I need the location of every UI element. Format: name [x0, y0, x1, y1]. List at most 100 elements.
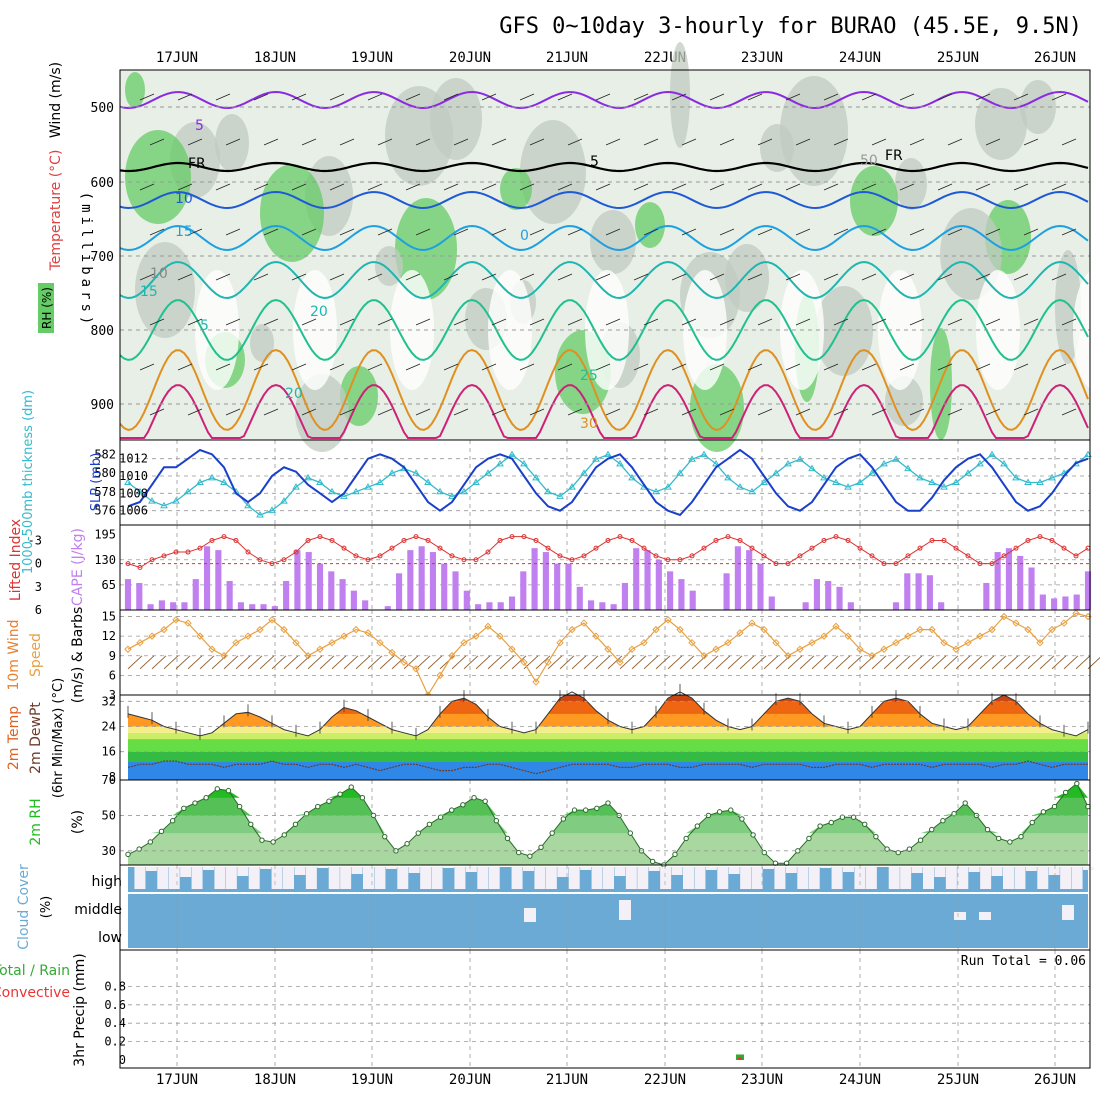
- wind-speed-point: [376, 638, 384, 647]
- cape-bar: [531, 548, 538, 610]
- rh-point: [292, 821, 299, 827]
- cape-bar: [813, 579, 821, 610]
- lifted-index-point: [929, 537, 935, 543]
- rh-point: [560, 816, 567, 822]
- wind-speed-point: [964, 638, 972, 647]
- wind-barb: [415, 228, 431, 236]
- rh-point: [761, 849, 767, 856]
- contour-label: 10: [150, 266, 168, 282]
- wind-barb: [405, 183, 421, 191]
- wind-10m-barb: [643, 655, 659, 670]
- rh-shade: [215, 114, 249, 172]
- cloud-high-gap: [865, 867, 877, 889]
- wind-barb: [785, 183, 801, 191]
- wind-10m-barb: [571, 655, 587, 670]
- cloud-high-gap: [431, 867, 443, 889]
- wind-10m-barb: [199, 655, 215, 670]
- wind-barb: [453, 408, 469, 416]
- wind-barb: [595, 273, 611, 281]
- thickness-point: [196, 478, 204, 485]
- wind-barb: [861, 93, 877, 101]
- wind-10m-barb: [319, 655, 335, 670]
- lifted-index-point: [593, 545, 599, 551]
- wind-barb: [215, 273, 231, 281]
- date-label-bottom: 24JUN: [839, 1072, 881, 1088]
- date-label-top: 19JUN: [351, 50, 393, 66]
- ylabel-2m-rh: 2m RH: [28, 798, 44, 845]
- thickness-point: [556, 492, 564, 499]
- cloud-high-gap: [545, 867, 557, 889]
- wind-speed-point: [748, 619, 756, 627]
- wind-barb: [415, 408, 431, 416]
- wind-barb: [177, 363, 193, 371]
- wind-barb: [263, 318, 279, 326]
- lifted-index-point: [233, 537, 239, 543]
- rh-point: [181, 805, 187, 812]
- wind-barb: [339, 408, 355, 416]
- wind-speed-point: [856, 645, 864, 653]
- cape-bar: [475, 604, 482, 610]
- wind-speed-point: [868, 652, 876, 660]
- temp-color-band: [128, 732, 1088, 740]
- slp-tick: 1012: [119, 452, 148, 466]
- wind-speed-point: [808, 638, 816, 647]
- lifted-index-point: [629, 537, 635, 543]
- cloud-high-gap: [1071, 867, 1083, 889]
- cloud-high-gap: [1048, 867, 1060, 875]
- lifted-index-point: [605, 537, 611, 543]
- thickness-point: [268, 506, 276, 513]
- wind-barb: [225, 138, 241, 146]
- wind-10m-barb: [283, 655, 299, 670]
- rh-point: [203, 795, 209, 801]
- rh-point: [1029, 819, 1035, 826]
- rh-point: [147, 839, 154, 845]
- rh-point: [806, 835, 812, 842]
- cape-bar: [271, 606, 278, 610]
- wind-speed-point: [484, 622, 492, 631]
- wind-barb: [785, 363, 801, 371]
- cloud-high-gap: [351, 867, 363, 874]
- cape-bar: [644, 550, 651, 610]
- cape-bar: [418, 546, 425, 610]
- cloud-high-gap: [911, 867, 923, 873]
- cloud-middle-gap: [1062, 905, 1074, 920]
- cloud-high-gap: [203, 867, 214, 870]
- wind-barb: [757, 228, 773, 236]
- thickness-point: [136, 487, 144, 495]
- lifted-tick: 3: [35, 580, 42, 594]
- wind-barb: [899, 183, 915, 191]
- thickness-point: [208, 473, 216, 481]
- contour-25c: [119, 348, 1089, 431]
- wind-speed-point: [940, 638, 948, 647]
- wind-barb: [823, 273, 839, 281]
- wind-barb: [339, 318, 355, 326]
- wind-barb: [253, 183, 269, 191]
- wind-frame: [119, 609, 1091, 696]
- thickness-point: [688, 455, 696, 462]
- wind-speed-point: [820, 632, 828, 640]
- wind-barb: [871, 138, 887, 146]
- wind-speed-point: [136, 638, 144, 647]
- wind-speed-point: [592, 632, 600, 640]
- wind-speed-point: [772, 638, 780, 647]
- lifted-index-line: [127, 536, 1089, 569]
- date-label-top: 18JUN: [254, 50, 296, 66]
- lifted-index-point: [917, 545, 923, 551]
- cape-bar: [463, 590, 470, 610]
- rh-point: [225, 787, 232, 794]
- cloud-high-gap: [568, 867, 580, 889]
- cape-bar: [441, 563, 448, 610]
- wind-10m-barb: [163, 655, 179, 670]
- contour-label: 15: [140, 284, 158, 300]
- lifted-index-point: [497, 537, 503, 543]
- wind-10m-barb: [559, 655, 575, 670]
- wind-barb: [595, 183, 611, 191]
- rh-point: [906, 846, 913, 852]
- wind-barb: [757, 318, 773, 326]
- rh-point: [1018, 833, 1024, 840]
- wind-barb: [671, 93, 687, 101]
- cape-bar: [452, 571, 459, 610]
- wind-10m-barb: [451, 655, 467, 670]
- lifted-index-point: [569, 557, 575, 563]
- wind-barb: [149, 318, 165, 326]
